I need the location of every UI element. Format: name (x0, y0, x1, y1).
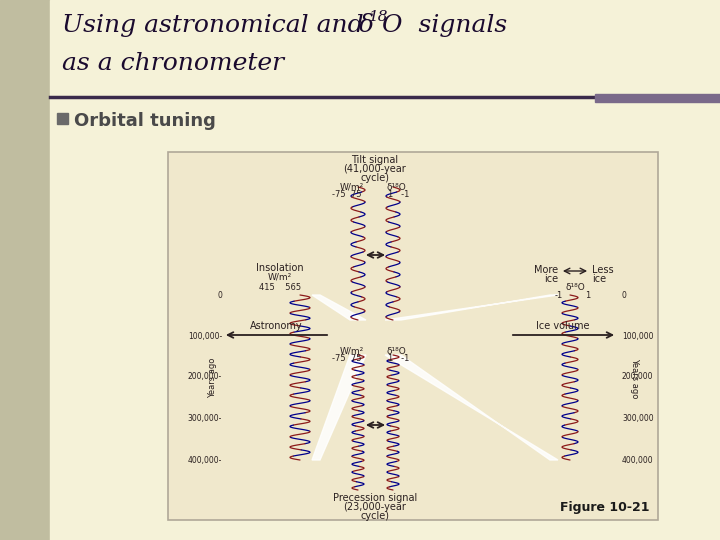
Text: δ¹⁸O: δ¹⁸O (386, 183, 406, 192)
Text: W/m²: W/m² (268, 272, 292, 281)
Text: 0: 0 (622, 291, 627, 300)
Text: 100,000: 100,000 (622, 332, 654, 341)
Text: O  signals: O signals (382, 14, 508, 37)
Text: δ: δ (359, 14, 374, 37)
Text: 400,000: 400,000 (622, 456, 654, 464)
Text: 200,000: 200,000 (622, 373, 654, 381)
Text: Precession signal: Precession signal (333, 493, 417, 503)
Text: 300,000: 300,000 (622, 414, 654, 422)
Text: 0: 0 (217, 291, 222, 300)
Text: Tilt signal: Tilt signal (351, 155, 399, 165)
Text: (41,000-year: (41,000-year (343, 164, 406, 174)
Text: cycle): cycle) (361, 173, 390, 183)
Text: 100,000-: 100,000- (188, 332, 222, 341)
Text: -1: -1 (555, 291, 563, 300)
Text: 1   -1: 1 -1 (388, 190, 410, 199)
Text: 18: 18 (369, 10, 389, 24)
Text: W/m²: W/m² (340, 347, 364, 356)
Text: 1   -1: 1 -1 (388, 354, 410, 363)
Polygon shape (385, 295, 558, 320)
Text: 400,000-: 400,000- (188, 456, 222, 464)
Text: Ice volume: Ice volume (536, 321, 590, 331)
Bar (168, 152, 658, 520)
Text: 200,000-: 200,000- (188, 373, 222, 381)
Text: as a chronometer: as a chronometer (62, 52, 284, 75)
Text: Using astronomical and: Using astronomical and (62, 14, 372, 37)
Text: Figure 10-21: Figure 10-21 (560, 501, 650, 514)
Polygon shape (312, 295, 366, 320)
Text: ice: ice (592, 274, 606, 284)
Text: 415    565: 415 565 (259, 283, 301, 292)
Text: δ¹⁸O: δ¹⁸O (386, 347, 406, 356)
Text: cycle): cycle) (361, 511, 390, 521)
Text: Orbital tuning: Orbital tuning (74, 112, 216, 130)
Text: 1: 1 (585, 291, 590, 300)
Bar (595, 94, 720, 102)
Text: More: More (534, 265, 558, 275)
Polygon shape (385, 355, 558, 460)
Text: (23,000-year: (23,000-year (343, 502, 406, 512)
Text: δ¹⁸O: δ¹⁸O (565, 283, 585, 292)
Text: Insolation: Insolation (256, 263, 304, 273)
Text: W/m²: W/m² (340, 183, 364, 192)
Text: Years ago: Years ago (209, 358, 217, 398)
Text: -75  75: -75 75 (332, 190, 361, 199)
Text: Astronomy: Astronomy (250, 321, 302, 331)
Bar (0, 0, 50, 540)
Text: 300,000-: 300,000- (188, 414, 222, 422)
Bar (57, 113, 68, 124)
Text: Less: Less (592, 265, 613, 275)
Text: -75  75: -75 75 (332, 354, 361, 363)
Text: ice: ice (544, 274, 558, 284)
Polygon shape (312, 355, 366, 460)
Text: Years ago: Years ago (631, 358, 639, 398)
